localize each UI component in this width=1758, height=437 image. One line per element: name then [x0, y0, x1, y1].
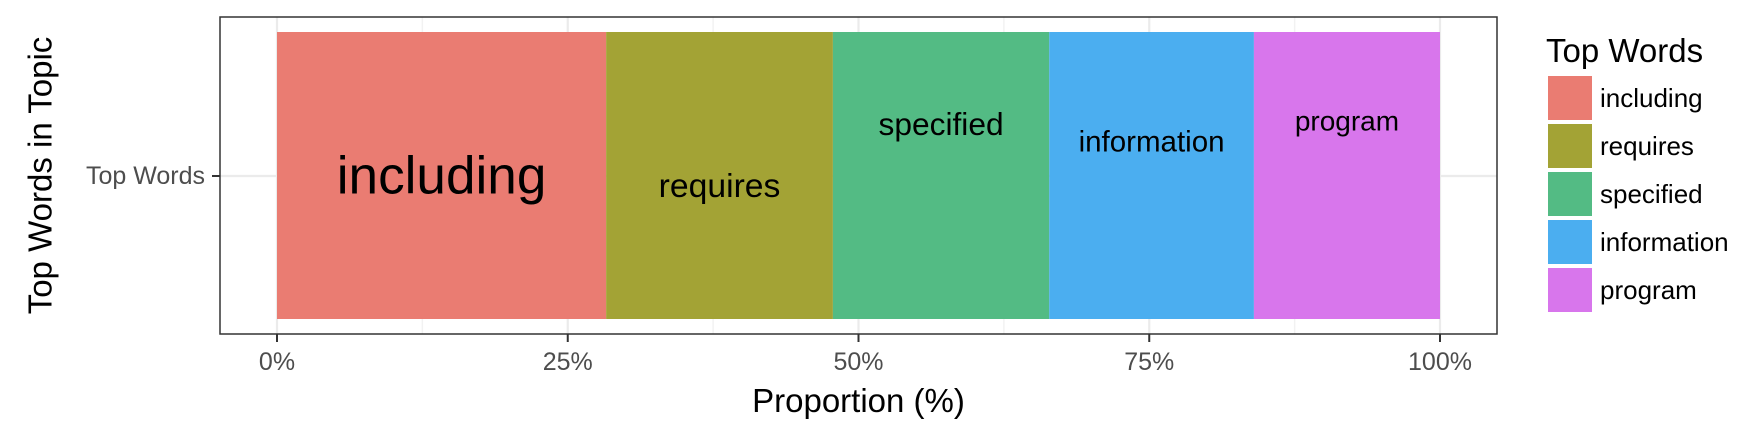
legend-label-requires: requires: [1600, 131, 1694, 161]
legend-swatch-information: [1548, 220, 1592, 264]
legend-swatch-program: [1548, 268, 1592, 312]
segment-labels: including requires specified information pro…: [337, 106, 1399, 206]
legend-swatch-including: [1548, 76, 1592, 120]
legend-label-information: information: [1600, 227, 1729, 257]
legend-swatch-specified: [1548, 172, 1592, 216]
x-tick-label: 25%: [543, 348, 593, 376]
legend-label-specified: specified: [1600, 179, 1703, 209]
plot-panel: including requires specified information pro…: [219, 16, 1498, 335]
x-tick-label: 75%: [1124, 348, 1174, 376]
bar-segment-including: [277, 32, 607, 319]
x-tick-label: 50%: [833, 348, 883, 376]
x-axis-title: Proportion (%): [752, 382, 965, 419]
x-tick-label: 100%: [1408, 348, 1472, 376]
bar-segments: [277, 32, 1440, 319]
segment-label-including: including: [337, 147, 547, 206]
segment-label-requires: requires: [659, 167, 781, 205]
bar-segment-program: [1253, 32, 1440, 319]
x-tick-label: 0%: [259, 348, 295, 376]
legend: Top Words including requires specified info…: [1546, 32, 1729, 312]
y-tick-label: Top Words: [86, 162, 205, 190]
x-axis: 0% 25% 50% 75% 100%: [259, 334, 1472, 376]
legend-label-program: program: [1600, 275, 1697, 305]
y-axis-title: Top Words in Topic: [22, 37, 59, 315]
y-axis: Top Words: [86, 162, 220, 190]
bar-segment-requires: [606, 32, 833, 319]
legend-title: Top Words: [1546, 32, 1703, 69]
segment-label-specified: specified: [879, 106, 1004, 142]
bar-segment-information: [1049, 32, 1254, 319]
bar-segment-specified: [832, 32, 1050, 319]
segment-label-program: program: [1295, 106, 1399, 137]
legend-swatch-requires: [1548, 124, 1592, 168]
segment-label-information: information: [1079, 126, 1225, 159]
legend-label-including: including: [1600, 83, 1703, 113]
legend-items: including requires specified information pro…: [1548, 76, 1729, 312]
